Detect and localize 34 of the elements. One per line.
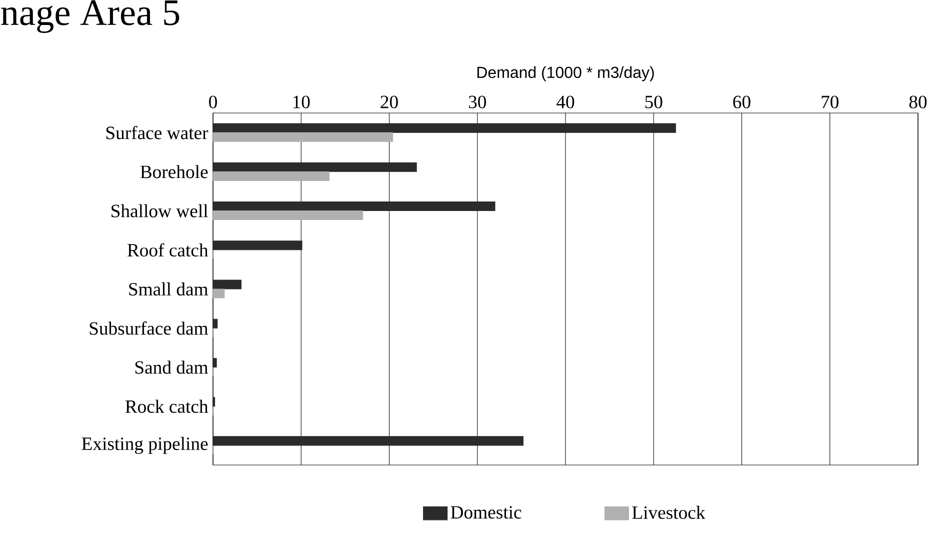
bar (212, 202, 496, 212)
bar (212, 171, 330, 181)
y-tick-label: Rock catch (125, 400, 208, 413)
y-tick-label: Subsurface dam (90, 321, 208, 335)
bar (212, 358, 217, 368)
bar (212, 436, 524, 446)
x-tick-label: 10 (293, 96, 310, 108)
legend-label: Domestic (450, 506, 522, 519)
bar (212, 240, 302, 250)
y-tick-label: Surface water (106, 126, 208, 140)
y-tick-label: Sand dam (135, 360, 208, 374)
x-tick-label: 50 (645, 96, 662, 108)
bar (212, 123, 676, 133)
x-tick-label: 30 (468, 96, 486, 108)
y-tick-label: Borehole (140, 165, 208, 178)
x-tick-label: 0 (209, 96, 217, 108)
x-axis-title: Demand (1000 * m3/day) (477, 66, 654, 82)
x-tick-label: 20 (380, 96, 398, 108)
bar (212, 162, 417, 172)
y-tick-label: Small dam (129, 282, 208, 296)
bar (212, 280, 242, 290)
x-tick-label: 80 (909, 96, 927, 108)
legend-label: Livestock (632, 506, 706, 519)
x-tick-label: 70 (822, 96, 838, 108)
y-tick-label: Existing pipeline (82, 436, 208, 454)
y-tick-label: Roof catch (127, 243, 208, 257)
bar (212, 132, 394, 142)
bar (212, 288, 225, 298)
chart-title: nage Area 5 (1, 0, 180, 33)
x-tick-label: 40 (556, 96, 574, 108)
x-tick-label: 60 (733, 96, 750, 108)
bar (212, 210, 364, 220)
bar (212, 318, 218, 328)
y-tick-label: Shallow well (112, 204, 208, 218)
